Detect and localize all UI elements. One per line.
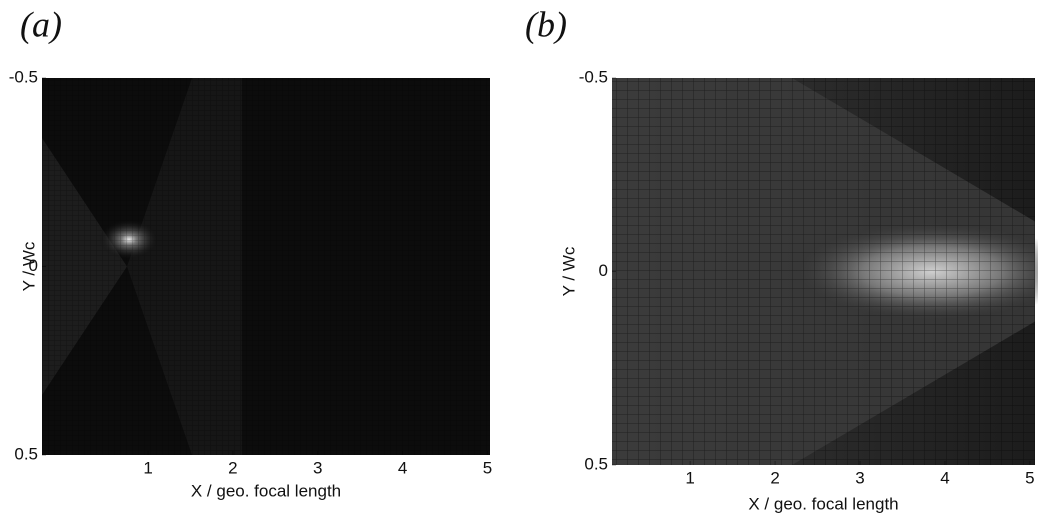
x-axis-label: X / geo. focal length [191,481,341,500]
y-axis-label: Y / Wc [19,241,38,291]
panel: (a) 1 2 3 4 5 -0.5 0 0.5 X / geo. focal length Y /… [9,4,492,500]
x-tick-label: 4 [398,458,407,477]
x-tick-label: 2 [770,468,779,487]
panel-label: (b) [525,4,567,44]
panel: (b) 1 2 3 4 5 -0.5 0 0.5 X / geo. focal length Y /… [525,4,1038,513]
x-tick-label: 5 [1025,468,1034,487]
y-tick-label: -0.5 [579,67,608,86]
mesh [42,78,490,455]
y-tick-label: 0 [29,256,38,275]
x-tick-label: 4 [940,468,949,487]
y-tick-label: -0.5 [9,67,38,86]
x-tick-label: 5 [483,458,492,477]
x-tick-label: 2 [228,458,237,477]
x-tick-label: 1 [143,458,152,477]
x-tick-label: 1 [685,468,694,487]
y-tick-label: 0.5 [14,444,38,463]
y-tick-label: 0.5 [584,454,608,473]
x-axis-label: X / geo. focal length [748,494,898,513]
y-tick-label: 0 [599,261,608,280]
x-tick-label: 3 [855,468,864,487]
y-axis-label: Y / Wc [559,246,578,296]
panel-label: (a) [20,4,62,44]
x-tick-label: 3 [313,458,322,477]
mesh [612,78,1035,465]
